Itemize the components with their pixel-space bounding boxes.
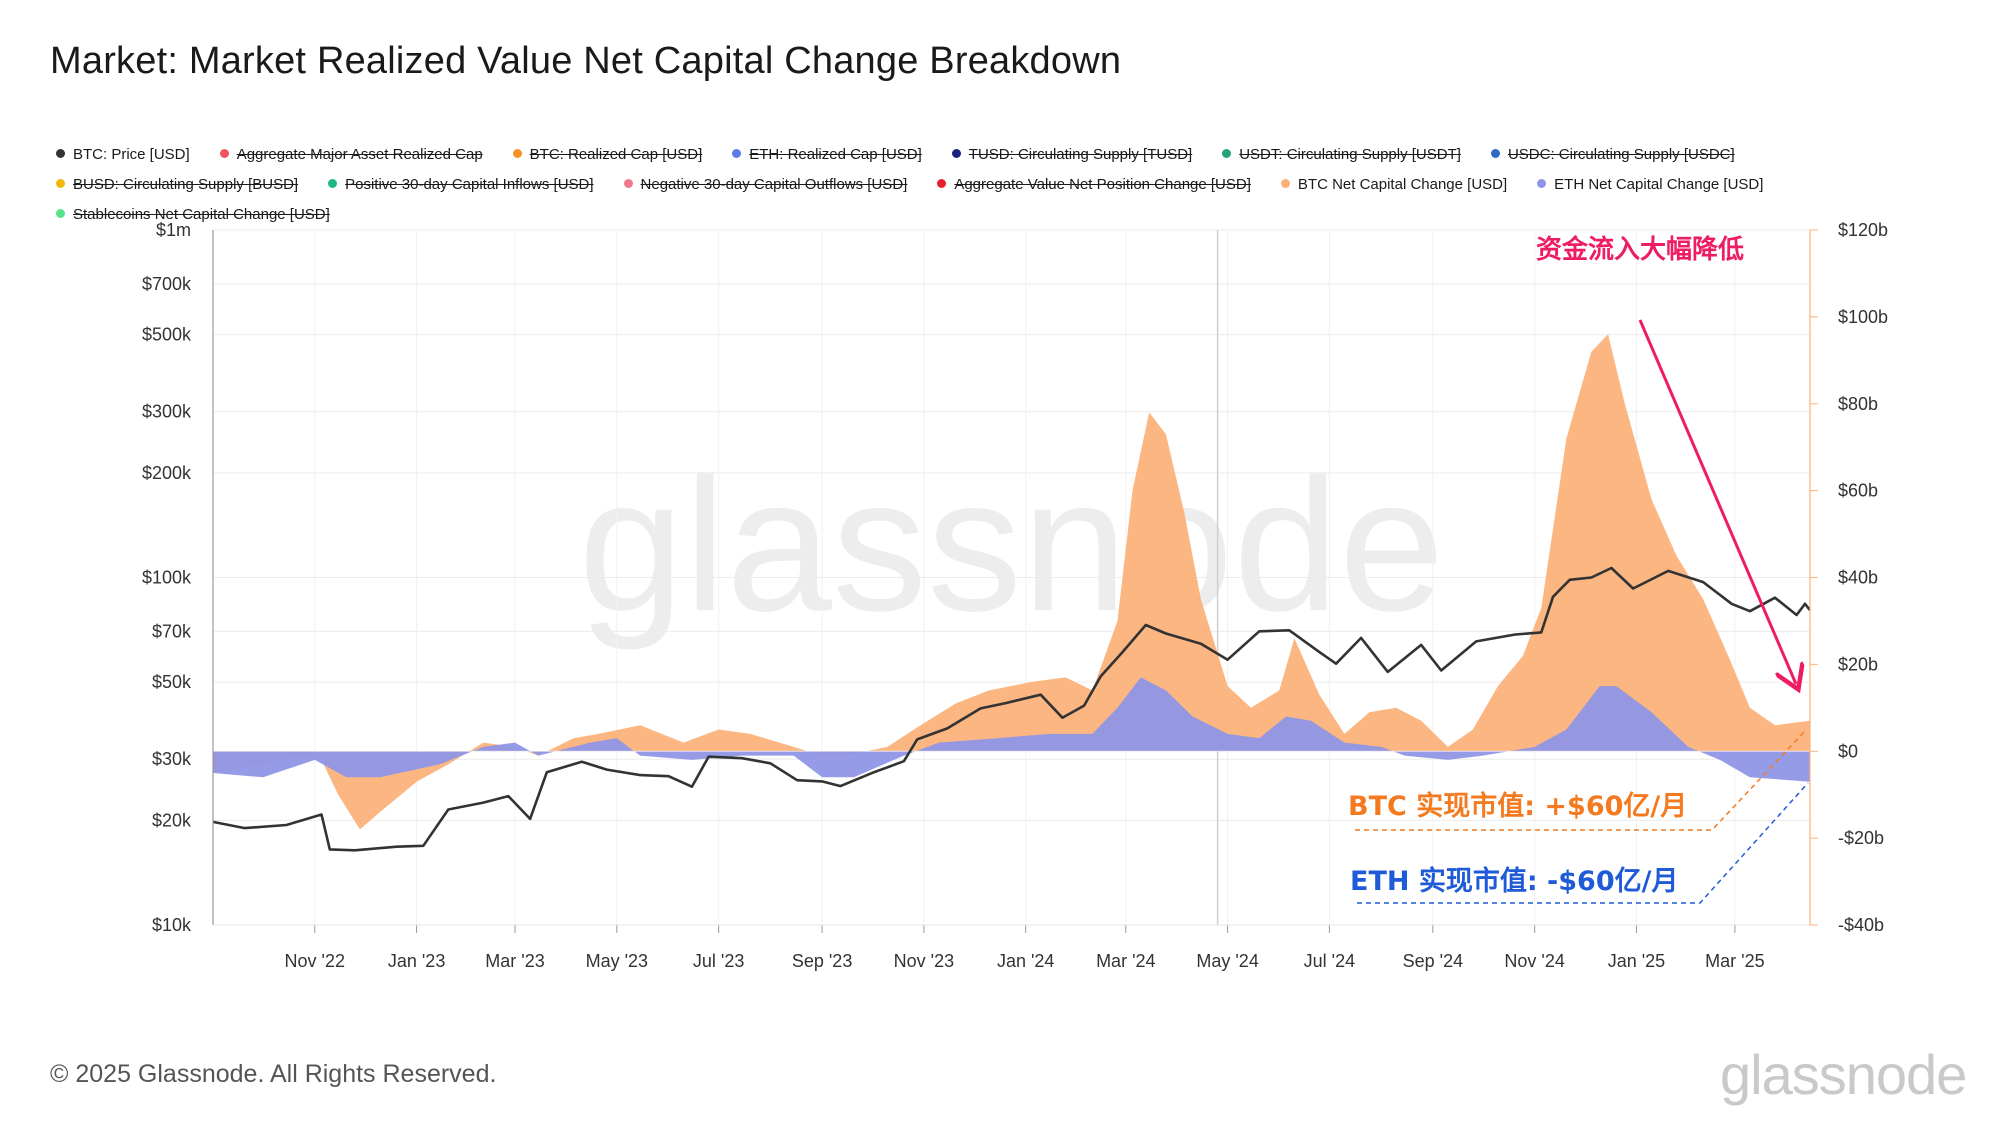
legend-label: Negative 30-day Capital Outflows [USD]: [640, 176, 908, 193]
legend-item[interactable]: Aggregate Value Net Position Change [USD…: [937, 170, 1251, 200]
legend-dot-icon: [56, 149, 65, 158]
legend-dot-icon: [56, 209, 65, 218]
y-left-tick-label: $300k: [142, 402, 192, 422]
annotation-btc-leader: [1355, 729, 1807, 831]
watermark-layer: glassnode: [578, 439, 1444, 651]
area-series-layer: [213, 334, 1810, 830]
y-left-tick-label: $70k: [152, 621, 192, 641]
legend-item[interactable]: BTC Net Capital Change [USD]: [1280, 170, 1508, 200]
legend-item[interactable]: Stablecoins Net Capital Change [USD]: [56, 200, 330, 230]
legend-label: BTC: Price [USD]: [73, 146, 190, 163]
legend-label: BTC: Realized Cap [USD]: [529, 146, 703, 163]
x-tick-label: Nov '23: [894, 951, 954, 971]
legend-dot-icon: [512, 149, 522, 158]
legend-item[interactable]: USDT: Circulating Supply [USDT]: [1222, 140, 1461, 170]
y-left-tick-label: $500k: [142, 325, 192, 345]
axes: $1m $700k $500k $300k $200k $100k $70k $50k $30k…: [142, 220, 1888, 971]
legend-label: BTC Net Capital Change [USD]: [1297, 176, 1508, 193]
annotation-inflow-drop: 资金流入大幅降低: [1536, 234, 1744, 265]
legend-dot-icon: [623, 179, 633, 188]
legend-item[interactable]: TUSD: Circulating Supply [TUSD]: [951, 140, 1193, 170]
x-tick-label: Jul '23: [693, 951, 744, 971]
legend-dot-icon: [732, 149, 742, 158]
legend-item[interactable]: USDC: Circulating Supply [USDC]: [1490, 140, 1735, 170]
btc-net-capital-area: [213, 334, 1810, 830]
y-right-tick-label: -$20b: [1838, 828, 1884, 848]
chart-legend: BTC: Price [USD] Aggregate Major Asset Re…: [56, 140, 1956, 230]
x-tick-label: Mar '23: [485, 951, 544, 971]
y-right-tick-label: $60b: [1838, 481, 1878, 501]
x-tick-label: Jul '24: [1304, 951, 1355, 971]
legend-dot-icon: [951, 149, 961, 158]
x-tick-label: Sep '23: [792, 951, 853, 971]
x-tick-label: Nov '24: [1504, 951, 1564, 971]
y-right-tick-label: $100b: [1838, 307, 1888, 327]
legend-item[interactable]: Aggregate Major Asset Realized Cap: [219, 140, 483, 170]
legend-dot-icon: [56, 179, 65, 188]
y-left-tick-label: $200k: [142, 463, 192, 483]
y-left-tick-label: $30k: [152, 749, 192, 769]
y-left-tick-label: $10k: [152, 915, 192, 935]
x-tick-label: May '24: [1196, 951, 1258, 971]
x-tick-label: Jan '25: [1608, 951, 1665, 971]
annotation-eth-leader: [1357, 782, 1809, 904]
legend-dot-icon: [1280, 179, 1290, 188]
y-right-tick-label: -$40b: [1838, 915, 1884, 935]
y-left-tick-label: $20k: [152, 810, 192, 830]
legend-item[interactable]: ETH: Realized Cap [USD]: [732, 140, 922, 170]
y-right-tick-label: $120b: [1838, 220, 1888, 240]
footer-copyright: © 2025 Glassnode. All Rights Reserved.: [50, 1060, 497, 1088]
legend-item[interactable]: BTC: Price [USD]: [56, 140, 190, 170]
y-right-tick-label: $80b: [1838, 394, 1878, 414]
legend-item[interactable]: BTC: Realized Cap [USD]: [512, 140, 703, 170]
watermark: glassnode: [578, 439, 1444, 651]
legend-dot-icon: [937, 179, 947, 188]
legend-label: ETH Net Capital Change [USD]: [1554, 176, 1764, 193]
legend-item[interactable]: ETH Net Capital Change [USD]: [1537, 170, 1763, 200]
x-tick-label: May '23: [586, 951, 648, 971]
legend-label: BUSD: Circulating Supply [BUSD]: [73, 176, 299, 193]
legend-label: Aggregate Value Net Position Change [USD…: [954, 176, 1251, 193]
legend-label: Stablecoins Net Capital Change [USD]: [73, 206, 330, 223]
y-right-tick-label: $40b: [1838, 568, 1878, 588]
legend-item[interactable]: Positive 30-day Capital Inflows [USD]: [328, 170, 594, 200]
chart-title: Market: Market Realized Value Net Capita…: [50, 40, 1122, 82]
legend-label: ETH: Realized Cap [USD]: [749, 146, 922, 163]
legend-label: USDT: Circulating Supply [USDT]: [1239, 146, 1461, 163]
legend-label: Positive 30-day Capital Inflows [USD]: [345, 176, 594, 193]
y-left-tick-label: $100k: [142, 568, 192, 588]
btc-price-line: [212, 566, 1812, 852]
legend-label: Aggregate Major Asset Realized Cap: [236, 146, 483, 163]
x-tick-label: Jan '23: [388, 951, 445, 971]
x-tick-label: Jan '24: [997, 951, 1054, 971]
annotation-arrow: [1638, 319, 1796, 684]
legend-dot-icon: [1490, 149, 1500, 158]
y-left-tick-label: $700k: [142, 274, 192, 294]
x-tick-label: Mar '25: [1705, 951, 1764, 971]
y-left-tick-label: $50k: [152, 672, 192, 692]
x-tick-label: Nov '22: [285, 951, 345, 971]
legend-label: USDC: Circulating Supply [USDC]: [1507, 146, 1735, 163]
line-series-layer: [212, 566, 1812, 852]
annotation-eth-realized: ETH 实现市值: -$60亿/月: [1350, 865, 1678, 897]
annotations: 资金流入大幅降低 BTC 实现市值: +$60亿/月 ETH 实现市值: -$60亿…: [1348, 234, 1809, 904]
annotation-btc-realized: BTC 实现市值: +$60亿/月: [1348, 790, 1687, 822]
legend-dot-icon: [219, 149, 229, 158]
x-tick-label: Sep '24: [1403, 951, 1464, 971]
legend-dot-icon: [1222, 149, 1232, 158]
eth-net-capital-area: [213, 677, 1810, 782]
y-left-tick-label: $1m: [156, 220, 191, 240]
legend-label: TUSD: Circulating Supply [TUSD]: [968, 146, 1193, 163]
x-tick-label: Mar '24: [1096, 951, 1155, 971]
footer-logo: glassnode: [1720, 1043, 1967, 1106]
legend-item[interactable]: Negative 30-day Capital Outflows [USD]: [623, 170, 908, 200]
legend-dot-icon: [1537, 179, 1547, 188]
y-right-tick-label: $0: [1838, 741, 1858, 761]
legend-dot-icon: [328, 179, 338, 188]
legend-item[interactable]: BUSD: Circulating Supply [BUSD]: [56, 170, 298, 200]
y-right-tick-label: $20b: [1838, 654, 1878, 674]
